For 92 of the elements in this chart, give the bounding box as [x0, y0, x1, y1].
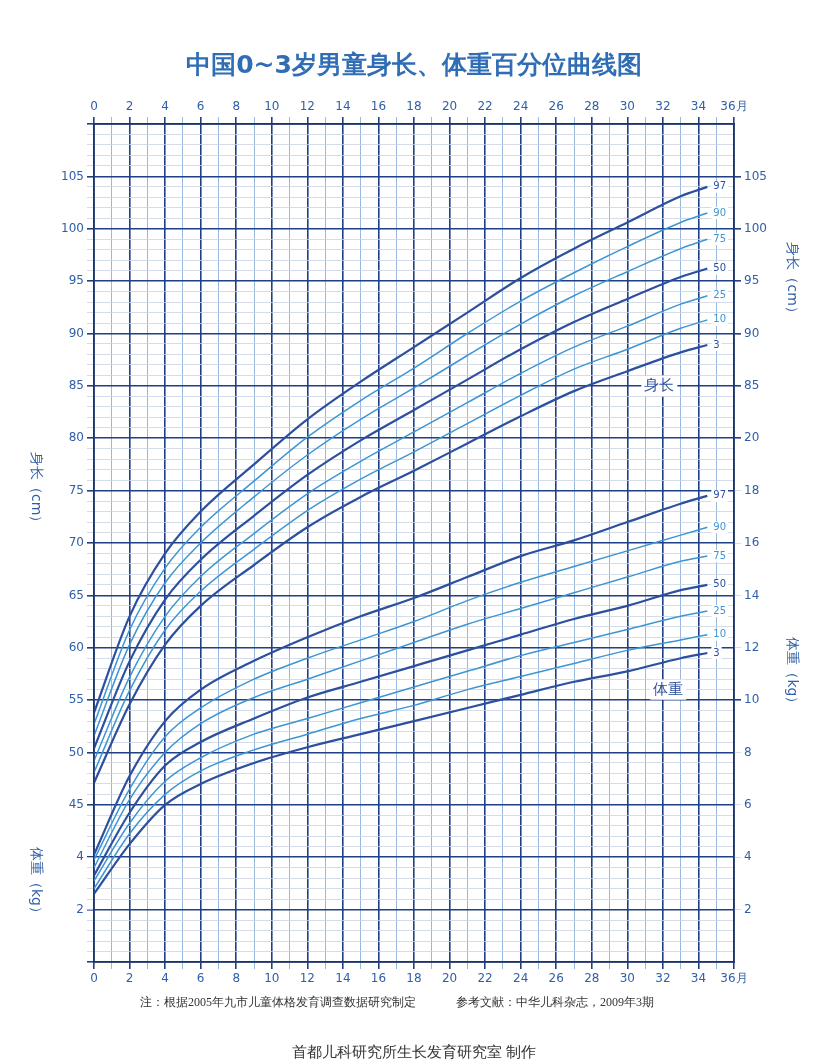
x2-tick-label: 12 — [299, 98, 315, 113]
x2-tick-label: 34 — [690, 98, 707, 113]
series-label: 3 — [713, 646, 720, 658]
x-tick-label: 34 — [690, 971, 707, 986]
series-label: 97 — [713, 180, 727, 192]
y-axis-title: 体重（kg） — [29, 846, 46, 920]
x2-tick-label: 6 — [196, 98, 205, 113]
y2-tick-label: 20 — [744, 430, 760, 445]
x-tick-label: 28 — [584, 971, 600, 986]
y-tick-label: 75 — [68, 482, 84, 497]
x-tick-label: 24 — [513, 971, 529, 986]
series-label: 50 — [713, 262, 727, 274]
x2-tick-label: 36月 — [720, 98, 748, 113]
y2-tick-label: 12 — [744, 639, 760, 654]
y-tick-label: 70 — [68, 535, 84, 550]
x2-tick-label: 32 — [655, 98, 671, 113]
y-tick-label: 4 — [76, 849, 84, 864]
x-tick-label: 8 — [232, 971, 241, 986]
x-tick-label: 16 — [370, 971, 387, 986]
x-tick-label: 18 — [406, 971, 422, 986]
y2-tick-label: 90 — [744, 325, 760, 340]
x-tick-label: 32 — [655, 971, 671, 986]
y-tick-label: 2 — [76, 901, 84, 916]
y2-tick-label: 6 — [744, 797, 752, 811]
x-tick-label: 14 — [335, 971, 351, 986]
x2-tick-label: 8 — [232, 98, 241, 113]
y-tick-label: 55 — [68, 692, 84, 707]
series-label: 25 — [713, 604, 727, 616]
x2-tick-label: 28 — [584, 98, 600, 113]
annotation: 身长 — [644, 375, 675, 394]
y2-tick-label: 85 — [744, 378, 760, 392]
y2-axis-title: 体重（kg） — [785, 637, 802, 711]
x-tick-label: 10 — [264, 971, 280, 986]
series-label: 90 — [713, 520, 727, 532]
x2-tick-label: 24 — [513, 98, 529, 113]
x-tick-label: 6 — [196, 971, 205, 986]
x-tick-label: 2 — [125, 971, 134, 986]
x-tick-label: 22 — [477, 971, 493, 986]
y-tick-label: 105 — [61, 168, 84, 183]
y2-tick-label: 4 — [744, 849, 752, 864]
series-label: 97 — [713, 489, 727, 501]
y-tick-label: 60 — [68, 639, 84, 654]
x2-tick-label: 16 — [370, 98, 387, 113]
x2-tick-label: 10 — [264, 98, 280, 113]
text: 注：根据2005年九市儿童体格发育调查数据研究制定 — [140, 994, 416, 1011]
x2-tick-label: 4 — [161, 98, 169, 113]
y2-tick-label: 18 — [744, 482, 760, 497]
x-tick-label: 30 — [619, 971, 635, 986]
y2-tick-label: 100 — [744, 220, 767, 235]
y2-tick-label: 2 — [744, 901, 752, 916]
x-tick-label: 36月 — [720, 971, 748, 986]
series-label: 75 — [713, 549, 727, 561]
x2-tick-label: 0 — [90, 98, 98, 113]
text: 参考文献：中华儿科杂志，2009年3期 — [456, 994, 654, 1011]
x2-tick-label: 22 — [477, 98, 493, 113]
y2-axis-title: 身长（cm） — [785, 242, 802, 320]
y-tick-label: 90 — [68, 325, 84, 340]
y-tick-label: 95 — [68, 273, 84, 288]
annotation: 体重 — [653, 679, 684, 698]
series-label: 50 — [713, 578, 727, 590]
series-label: 90 — [713, 206, 727, 218]
x-tick-label: 12 — [299, 971, 315, 986]
series-label: 3 — [713, 338, 720, 350]
y-tick-label: 45 — [68, 797, 84, 811]
x2-tick-label: 2 — [125, 98, 134, 113]
x-tick-label: 0 — [90, 971, 98, 986]
y2-tick-label: 16 — [744, 535, 760, 550]
x2-tick-label: 14 — [335, 98, 351, 113]
y-tick-label: 100 — [61, 220, 84, 235]
x2-tick-label: 18 — [406, 98, 422, 113]
chart-title: 中国0~3岁男童身长、体重百分位曲线图 — [185, 49, 643, 81]
series-label: 10 — [713, 313, 727, 325]
y2-tick-label: 8 — [744, 744, 752, 759]
x-tick-label: 26 — [548, 971, 564, 986]
y-tick-label: 85 — [68, 378, 84, 392]
x2-tick-label: 20 — [441, 98, 458, 113]
series-label: 25 — [713, 289, 727, 301]
x-tick-label: 20 — [441, 971, 458, 986]
y-tick-label: 50 — [68, 744, 84, 759]
y-axis-title: 身长（cm） — [29, 451, 46, 530]
x2-tick-label: 30 — [619, 98, 635, 113]
y-tick-label: 80 — [68, 430, 84, 445]
series-label: 10 — [713, 628, 727, 640]
x2-tick-label: 26 — [548, 98, 564, 113]
text: 首都儿科研究所生长发育研究室 制作 — [291, 1043, 537, 1061]
series-label: 75 — [713, 232, 727, 244]
y2-tick-label: 95 — [744, 273, 760, 288]
y-tick-label: 65 — [68, 587, 84, 602]
y2-tick-label: 14 — [744, 587, 760, 602]
y2-tick-label: 10 — [744, 692, 760, 707]
y2-tick-label: 105 — [744, 168, 767, 183]
x-tick-label: 4 — [161, 971, 169, 986]
